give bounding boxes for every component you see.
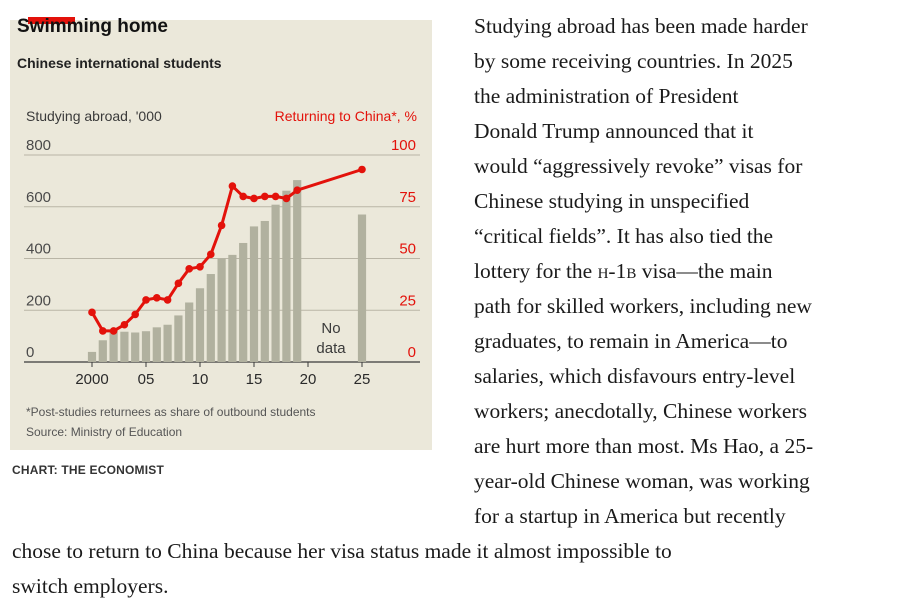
x-tick-label: 15 xyxy=(246,371,263,388)
line-point-2014 xyxy=(239,192,247,201)
bar-2025 xyxy=(357,214,367,362)
x-tick-label: 20 xyxy=(300,371,317,388)
article-line: lottery for the h-1b visa—the main xyxy=(474,254,772,288)
no-data-label: No xyxy=(321,320,340,337)
line-point-2018 xyxy=(282,194,291,203)
left-tick-label: 200 xyxy=(26,292,51,309)
bar-2014 xyxy=(239,242,248,362)
article-line: Chinese studying in unspecified xyxy=(474,189,750,213)
bar-2013 xyxy=(228,254,237,362)
right-tick-label: 0 xyxy=(408,344,416,361)
article-line: chose to return to China because her vis… xyxy=(12,539,672,563)
line-point-2019 xyxy=(293,186,302,194)
article-line: “critical fields”. It has also tied the xyxy=(474,224,774,248)
no-data-label: data xyxy=(316,340,346,357)
article-line: workers; anecdotally, Chinese workers xyxy=(474,399,807,423)
bar-2003 xyxy=(120,331,129,362)
left-tick-label: 600 xyxy=(26,189,51,206)
article-line: path for skilled workers, including new xyxy=(474,294,812,318)
line-point-2003 xyxy=(120,320,129,329)
article-line: would “aggressively revoke” visas for xyxy=(474,154,803,178)
line-point-2006 xyxy=(153,294,161,302)
bar-2019 xyxy=(293,180,302,362)
left-tick-label: 800 xyxy=(26,137,51,154)
line-point-2013 xyxy=(228,182,237,190)
article-line: Studying abroad has been made harder xyxy=(474,14,808,38)
bar-2009 xyxy=(185,302,194,362)
line-point-2001 xyxy=(99,327,107,335)
right-tick-label: 75 xyxy=(399,189,416,206)
article-line: year-old Chinese woman, was working xyxy=(474,469,810,493)
bar-2012 xyxy=(217,258,226,362)
bar-2017 xyxy=(271,204,280,362)
article-line: switch employers. xyxy=(12,574,169,598)
line-point-2016 xyxy=(261,192,269,201)
chart-title: Swimming home xyxy=(17,16,168,37)
left-tick-label: 0 xyxy=(26,344,34,361)
brand-red-tag xyxy=(28,17,75,24)
line-point-2008 xyxy=(174,279,183,288)
x-tick-label: 2000 xyxy=(75,371,108,388)
bar-2018 xyxy=(282,190,291,362)
line-point-2000 xyxy=(88,308,96,317)
line-point-2009 xyxy=(185,265,193,273)
bar-2008 xyxy=(174,315,183,362)
line-point-2025 xyxy=(358,165,366,174)
article-line: by some receiving countries. In 2025 xyxy=(474,49,793,73)
article-line: the administration of President xyxy=(474,84,739,108)
bar-2005 xyxy=(141,331,151,362)
line-point-2010 xyxy=(196,262,204,271)
line-point-2015 xyxy=(250,194,258,203)
source-note: Source: Ministry of Education xyxy=(26,425,182,439)
right-tick-label: 50 xyxy=(399,241,416,258)
bar-2006 xyxy=(152,327,161,362)
line-point-2005 xyxy=(142,296,150,304)
chart-credit: CHART: THE ECONOMIST xyxy=(12,463,164,477)
bar-2016 xyxy=(260,220,269,362)
x-tick-label: 25 xyxy=(354,371,371,388)
article-text: lottery for the xyxy=(474,259,598,283)
line-point-2017 xyxy=(271,192,280,201)
line-point-2004 xyxy=(131,310,139,319)
bar-2000 xyxy=(87,351,97,362)
article-line: for a startup in America but recently xyxy=(474,504,786,528)
line-point-2012 xyxy=(217,221,226,230)
bar-2001 xyxy=(98,340,107,362)
right-tick-label: 100 xyxy=(391,137,416,154)
footnote: *Post-studies returnees as share of outb… xyxy=(26,405,316,419)
line-point-2011 xyxy=(207,250,215,259)
left-tick-label: 400 xyxy=(26,241,51,258)
line-point-2007 xyxy=(163,296,172,304)
right-axis-label: Returning to China*, % xyxy=(275,108,417,124)
article-line: are hurt more than most. Ms Hao, a 25- xyxy=(474,434,814,458)
article-text: visa—the main xyxy=(636,259,773,283)
right-tick-label: 25 xyxy=(399,292,416,309)
bar-2015 xyxy=(249,226,259,362)
article-line: graduates, to remain in America—to xyxy=(474,329,788,353)
bar-2007 xyxy=(163,324,172,362)
line-point-2002 xyxy=(109,327,118,335)
chart-subtitle: Chinese international students xyxy=(17,55,222,71)
visa-type-abbr: h-1b xyxy=(597,259,637,283)
article-line: Donald Trump announced that it xyxy=(474,119,754,143)
x-tick-label: 05 xyxy=(138,371,155,388)
left-axis-label: Studying abroad, '000 xyxy=(26,108,162,124)
x-tick-label: 10 xyxy=(192,371,209,388)
bar-2010 xyxy=(195,288,205,362)
bar-2004 xyxy=(131,332,140,362)
chart-plot: Studying abroad, '000 Returning to China*… xyxy=(24,108,420,439)
bar-2011 xyxy=(206,274,215,362)
returning-line xyxy=(90,168,364,333)
article-line: salaries, which disfavours entry-level xyxy=(474,364,796,388)
bar-2002 xyxy=(109,329,118,362)
